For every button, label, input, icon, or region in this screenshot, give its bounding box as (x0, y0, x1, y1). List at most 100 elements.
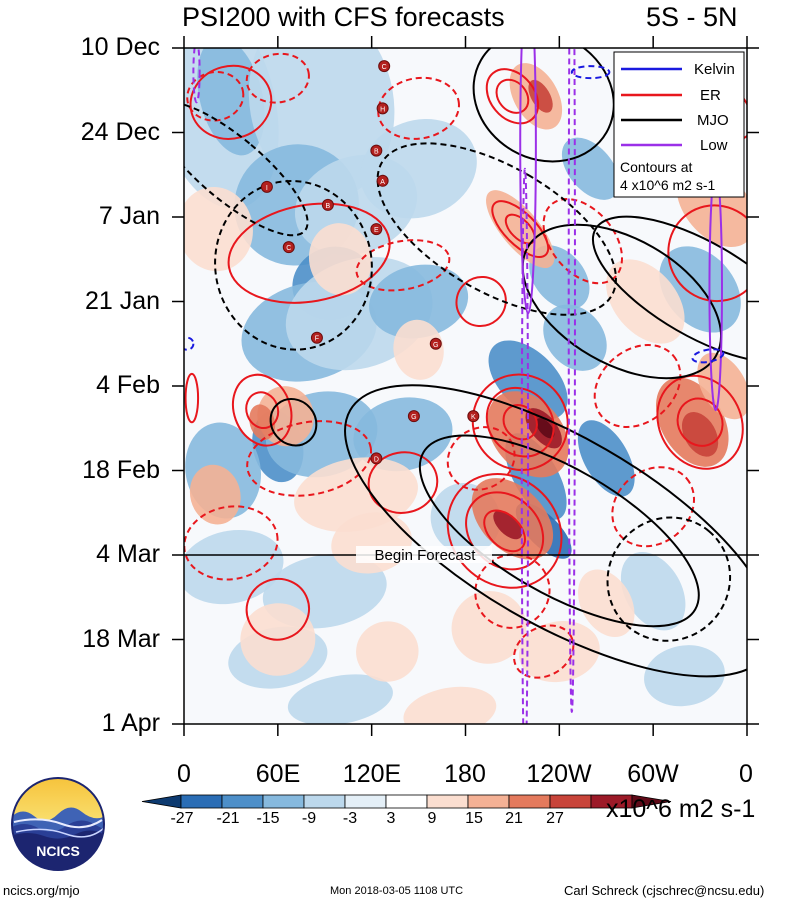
legend-label-mjo: MJO (697, 112, 729, 129)
colorbar (141, 794, 672, 809)
storm-marker-icon (378, 60, 391, 73)
storm-marker: G (407, 410, 420, 423)
anomaly-patch (577, 420, 635, 497)
er-contour-negative (513, 624, 575, 679)
chart-title: PSI200 with CFS forecasts (182, 2, 505, 32)
er-contour (231, 373, 293, 447)
er-contour (502, 404, 538, 441)
x-tick-label: 60E (255, 760, 301, 788)
anomaly-patch (561, 137, 620, 200)
storm-marker-icon (370, 452, 383, 465)
colorbar-tick-label: -9 (301, 810, 317, 827)
colorbar-swatch (385, 794, 428, 809)
storm-marker-label: C (286, 245, 291, 252)
storm-marker-icon (310, 331, 323, 344)
er-contour (455, 275, 507, 328)
legend-note-1: Contours at (620, 159, 692, 175)
storm-marker-icon (376, 102, 389, 115)
colorbar-swatch (344, 794, 387, 809)
legend-label-kelvin: Kelvin (694, 61, 735, 78)
storm-marker-label: I (266, 185, 268, 192)
colorbar-tick-label: -15 (256, 810, 280, 827)
colorbar-tick-label: 27 (546, 810, 564, 827)
storm-marker-label: K (471, 414, 476, 421)
er-contour (676, 397, 724, 447)
storm-marker: B (321, 198, 334, 211)
anomaly-patch (369, 264, 469, 339)
er-contour (227, 202, 391, 304)
er-contour (184, 372, 200, 424)
storm-marker-icon (467, 410, 480, 423)
er-contour-negative (446, 426, 516, 491)
anomaly-patch (620, 552, 686, 631)
mjo-contour (269, 397, 318, 447)
er-contour (491, 200, 550, 258)
footer-timestamp: Mon 2018-03-05 1108 UTC (330, 885, 464, 897)
anomaly-patch (356, 621, 419, 682)
colorbar-swatch (426, 794, 469, 809)
mjo-contour (344, 384, 747, 678)
storm-marker: D (370, 452, 383, 465)
er-contour-negative (611, 466, 695, 548)
storm-marker-icon (321, 198, 334, 211)
storm-marker-icon (260, 180, 273, 193)
x-tick-label: 60W (627, 760, 679, 788)
region-label: 5S - 5N (646, 2, 738, 32)
anomaly-patch (308, 223, 372, 296)
y-tick-label: 18 Feb (82, 456, 160, 484)
colorbar-tick-label: 21 (505, 810, 523, 827)
storm-marker: I (260, 180, 273, 193)
x-tick-label: 0 (177, 760, 191, 788)
legend-note-2: 4 x10^6 m2 s-1 (620, 177, 715, 193)
colorbar-tick-label: 3 (386, 810, 396, 827)
colorbar-swatch (262, 794, 305, 809)
colorbar-swatch (549, 794, 592, 809)
x-tick-label: 0 (739, 760, 753, 788)
colorbar-swatch (303, 794, 346, 809)
low-contour-negative (567, 48, 576, 713)
er-contour-negative (593, 344, 682, 428)
footer-author: Carl Schreck (cjschrec@ncsu.edu) (564, 883, 765, 898)
anomaly-patch (197, 48, 265, 156)
storm-marker-label: A (380, 179, 385, 186)
field-layer (184, 48, 747, 724)
forecast-label-bg (356, 546, 492, 563)
storm-marker-icon (429, 337, 442, 350)
ncics-logo-image: NCICS (11, 777, 105, 871)
y-tick-label: 18 Mar (82, 625, 160, 653)
mjo-contour (472, 48, 615, 163)
storm-marker-icon (282, 241, 295, 254)
legend-label-er: ER (700, 87, 721, 104)
er-contour-negative (186, 71, 245, 122)
y-tick-label: 24 Dec (80, 118, 160, 146)
storm-marker: C (282, 241, 295, 254)
er-contour (446, 472, 563, 589)
anomaly-patch (184, 529, 284, 605)
er-contour-negative (246, 420, 373, 497)
anomaly-patch (189, 464, 241, 525)
ncics-logo: NCICS (10, 776, 106, 872)
er-contour (245, 578, 310, 641)
colorbar-tick-label: 9 (427, 810, 437, 827)
anomaly-patch (543, 304, 607, 371)
storm-marker: C (378, 60, 391, 73)
colorbar-tick-label: -21 (216, 810, 240, 827)
x-tick-label: 120E (342, 760, 402, 788)
er-contour (485, 386, 555, 458)
kelvin-contour (570, 65, 611, 80)
er-contour-negative (355, 239, 451, 292)
storm-marker-icon (370, 144, 383, 157)
low-contour-negative (520, 167, 530, 724)
footer-left[interactable]: ncics.org/mjo (3, 883, 80, 898)
er-contour (495, 78, 530, 114)
storm-marker: G (429, 337, 442, 350)
kelvin-contour (184, 336, 195, 351)
storm-marker-label: G (433, 342, 438, 349)
storm-marker: F (310, 331, 323, 344)
tick-layer (172, 36, 759, 736)
anomaly-patch (493, 510, 523, 540)
er-contour (656, 374, 744, 470)
anomaly-patch (403, 686, 497, 724)
